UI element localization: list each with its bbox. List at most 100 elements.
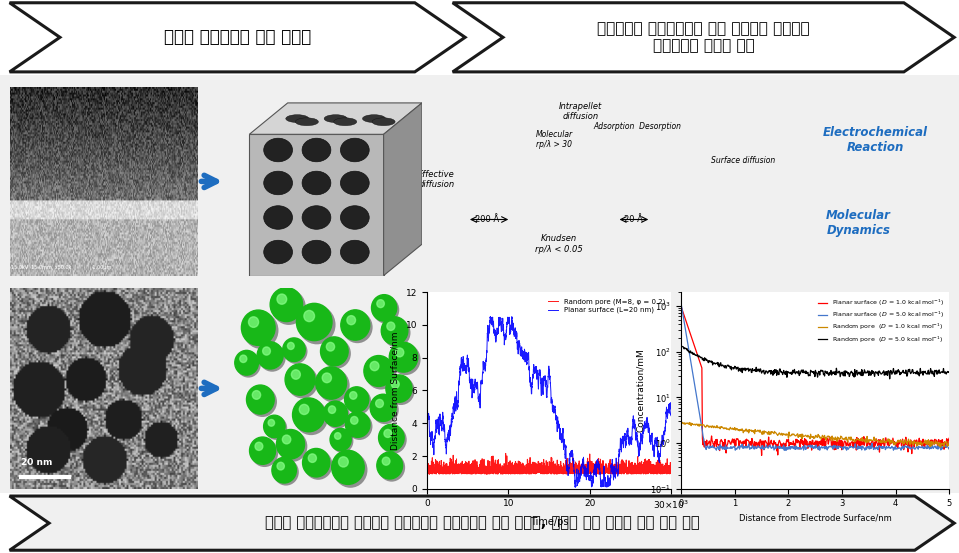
Planar surface (L=20 nm) [463,370,475,377]
Random pore (M=8, φ = 0.2) [666,468,677,475]
Ellipse shape [243,312,278,349]
Circle shape [272,457,296,483]
Ellipse shape [340,171,369,195]
Text: 20 Å: 20 Å [623,215,643,223]
Ellipse shape [390,344,421,375]
Ellipse shape [247,387,277,417]
Legend: Random pore (M=8, φ = 0.2), Planar surface (L=20 nm): Random pore (M=8, φ = 0.2), Planar surfa… [545,295,667,316]
Text: 200 Å: 200 Å [475,215,500,223]
Random pore (M=8, φ = 0.2) [500,450,511,457]
Y-axis label: Concentration/mM: Concentration/mM [636,348,644,432]
Ellipse shape [383,318,410,347]
Line: Random pore (M=8, φ = 0.2): Random pore (M=8, φ = 0.2) [427,453,671,474]
Planar surface (L=20 nm) [661,407,672,414]
Ellipse shape [372,118,395,126]
Polygon shape [384,103,422,275]
Circle shape [330,429,351,451]
Circle shape [379,424,404,451]
Ellipse shape [286,114,309,123]
Circle shape [299,404,309,415]
Ellipse shape [264,138,292,162]
Circle shape [320,337,348,366]
Text: Adsorption  Desorption: Adsorption Desorption [594,122,682,132]
Circle shape [332,450,364,484]
Ellipse shape [251,439,278,467]
Circle shape [363,356,393,387]
Ellipse shape [284,339,308,364]
Ellipse shape [302,138,331,162]
Circle shape [235,351,258,375]
Circle shape [391,380,399,388]
Circle shape [263,347,270,355]
Circle shape [339,457,348,467]
Ellipse shape [387,376,414,405]
Circle shape [322,373,332,383]
Bar [0,75,959,493]
Text: Molecular
Dynamics: Molecular Dynamics [826,209,891,237]
Circle shape [377,300,385,307]
Polygon shape [10,496,954,550]
Circle shape [292,398,325,432]
Circle shape [395,348,404,357]
Ellipse shape [365,357,396,389]
Circle shape [255,442,263,450]
Legend: Planar surface ($D$ = 1.0 kcal mol$^{-1}$), Planar surface ($D$ = 5.0 kcal mol$^: Planar surface ($D$ = 1.0 kcal mol$^{-1}… [815,295,947,347]
Circle shape [285,364,316,395]
Circle shape [308,454,316,462]
Ellipse shape [273,458,299,486]
Ellipse shape [371,395,399,424]
Circle shape [264,415,285,437]
Circle shape [382,317,408,345]
X-axis label: Distance from Electrode Surface/nm: Distance from Electrode Surface/nm [738,513,892,522]
Text: Intrapellet
diffusion: Intrapellet diffusion [558,102,602,121]
Circle shape [386,322,395,331]
Circle shape [302,448,330,477]
Polygon shape [10,3,465,72]
Random pore (M=8, φ = 0.2) [449,469,460,476]
Circle shape [269,420,274,426]
Random pore (M=8, φ = 0.2) [526,469,537,476]
Ellipse shape [295,118,318,126]
Random pore (M=8, φ = 0.2) [635,461,646,467]
Circle shape [383,457,390,465]
Circle shape [335,432,340,439]
Ellipse shape [380,426,407,454]
Circle shape [283,338,305,362]
Circle shape [288,342,294,349]
Circle shape [350,392,357,399]
Random pore (M=8, φ = 0.2) [661,463,672,469]
Planar surface (L=20 nm) [421,404,433,410]
Circle shape [340,310,370,340]
Text: 나노포러스 환경하에서의 분자 동력학을 바탕으로
전기화학적 반응성 이해: 나노포러스 환경하에서의 분자 동력학을 바탕으로 전기화학적 반응성 이해 [597,21,809,54]
Circle shape [246,385,274,414]
Ellipse shape [342,311,373,343]
Circle shape [276,430,305,459]
Circle shape [304,310,315,322]
Circle shape [351,416,358,424]
Ellipse shape [287,366,318,398]
Line: Planar surface (L=20 nm): Planar surface (L=20 nm) [427,317,671,487]
Text: Molecular
rp/λ > 30: Molecular rp/λ > 30 [536,130,573,149]
Text: Surface diffusion: Surface diffusion [712,156,775,165]
Circle shape [252,390,261,399]
Circle shape [257,342,283,369]
Ellipse shape [294,400,328,435]
Circle shape [323,401,347,426]
Circle shape [376,399,384,408]
Circle shape [270,288,303,321]
Planar surface (L=20 nm) [526,388,537,394]
Bar [249,134,384,275]
Polygon shape [249,103,422,134]
Text: Effective
diffusion: Effective diffusion [418,170,455,189]
Planar surface (L=20 nm) [635,442,646,449]
Text: Knudsen
rp/λ < 0.05: Knudsen rp/λ < 0.05 [535,234,583,254]
Circle shape [370,362,379,371]
Circle shape [248,317,259,327]
Text: Electrochemical
Reaction: Electrochemical Reaction [823,126,928,154]
Planar surface (L=20 nm) [666,409,677,415]
Ellipse shape [264,171,292,195]
X-axis label: Time/ps: Time/ps [529,517,569,526]
Ellipse shape [334,118,357,126]
Planar surface (L=20 nm) [449,398,460,404]
Ellipse shape [340,240,369,264]
